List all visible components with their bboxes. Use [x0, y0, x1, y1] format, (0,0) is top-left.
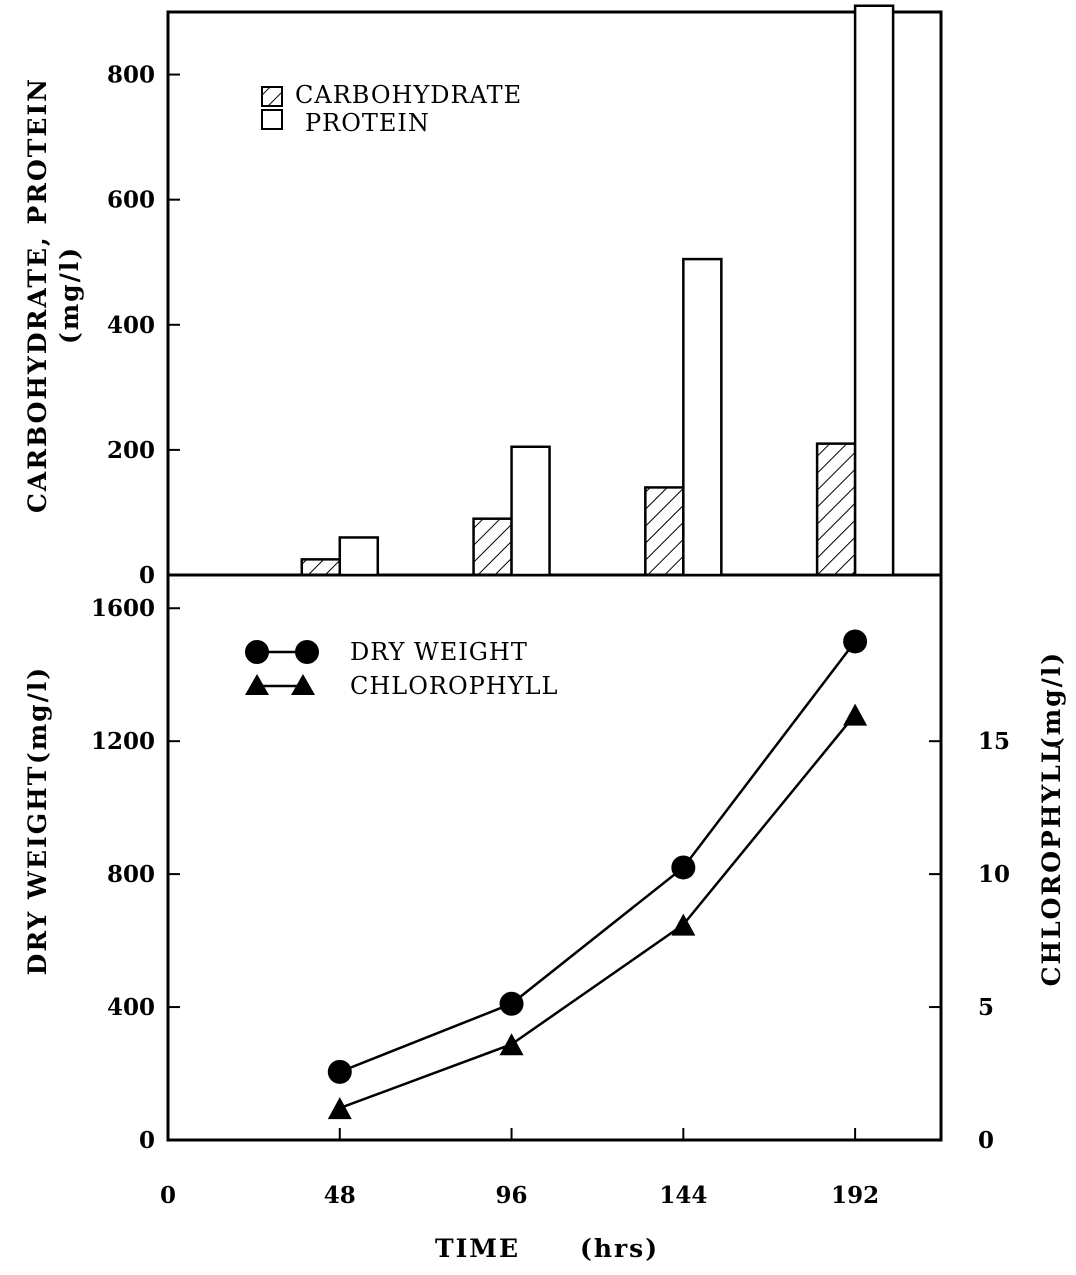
line-chlorophyll	[339, 713, 857, 1110]
legend-chlorophyll-marker-left	[245, 674, 269, 695]
legend-dry-weight-marker-left	[245, 640, 269, 664]
bar-series	[300, 4, 895, 577]
top-y-tick-label: 400	[107, 312, 155, 339]
bar-carbohydrate-144	[644, 486, 685, 577]
left-y-tick-label: 400	[107, 994, 155, 1021]
legend-dry-weight-marker-right	[295, 640, 319, 664]
x-tick-label: 48	[324, 1182, 356, 1209]
legend-carbohydrate-label: CARBOHYDRATE	[295, 81, 522, 109]
right-y-axis-unit: (mg/l)	[1037, 651, 1066, 749]
left-y-tick-label: 0	[139, 1127, 155, 1154]
bar-protein-192	[853, 4, 895, 577]
point-chlorophyll-96	[499, 1033, 524, 1056]
line-series	[327, 629, 868, 1120]
left-y-tick-label: 800	[107, 861, 155, 888]
top-y-tick-label: 200	[107, 437, 155, 464]
top-y-axis-unit: (mg/l)	[55, 246, 84, 344]
point-chlorophyll-48	[327, 1097, 352, 1120]
point-dry-weight-48	[327, 1059, 352, 1084]
right-y-axis-title: CHLOROPHYLL	[1037, 744, 1066, 987]
point-dry-weight-192	[843, 629, 868, 654]
line-dry-weight	[339, 640, 857, 1074]
legend-protein-swatch	[261, 109, 283, 130]
x-axis-title: TIME	[435, 1234, 520, 1263]
right-y-tick-label: 10	[978, 861, 1010, 888]
bottom-line-chart: 0 400 800 1200 1600 0 5 10 15 0 48 96 144 192 DRY WEI…	[23, 595, 1066, 1263]
top-y-tick-label: 0	[139, 562, 155, 589]
left-y-tick-label: 1200	[91, 728, 155, 755]
left-y-axis-title: DRY WEIGHT	[23, 765, 52, 976]
right-y-tick-label: 15	[978, 728, 1010, 755]
top-y-tick-label: 800	[107, 62, 155, 89]
bar-protein-144	[682, 257, 723, 577]
x-tick-label: 0	[160, 1182, 176, 1209]
top-y-axis-title: CARBOHYDRATE, PROTEIN	[23, 77, 52, 513]
x-tick-label: 144	[659, 1182, 707, 1209]
top-plot-frame	[166, 10, 943, 577]
right-y-tick-label: 5	[978, 994, 994, 1021]
bar-carbohydrate-192	[815, 442, 857, 577]
x-tick-label: 192	[831, 1182, 879, 1209]
point-dry-weight-144	[671, 855, 696, 880]
point-chlorophyll-144	[671, 913, 696, 936]
right-y-tick-label: 0	[978, 1127, 994, 1154]
legend-carbohydrate-swatch	[261, 86, 283, 107]
legend-chlorophyll-label: CHLOROPHYLL	[350, 672, 558, 700]
bottom-plot-frame	[166, 575, 943, 1142]
bar-protein-48	[338, 536, 380, 577]
top-y-tick-label: 600	[107, 187, 155, 214]
bar-protein-96	[510, 445, 551, 577]
legend-dry-weight-label: DRY WEIGHT	[350, 638, 528, 666]
x-tick-label: 96	[496, 1182, 528, 1209]
point-dry-weight-96	[499, 991, 524, 1016]
x-axis-unit: (hrs)	[580, 1234, 659, 1263]
bottom-axis-ticks: 0 400 800 1200 1600 0 5 10 15 0 48 96 144 192	[91, 595, 1010, 1209]
top-bar-chart: 0 200 400 600 800 CARBOHYDRATE PROTEIN CARBO…	[23, 4, 895, 589]
legend-chlorophyll-marker-right	[291, 674, 315, 695]
left-y-axis-unit: (mg/l)	[23, 666, 52, 764]
legend-protein-label: PROTEIN	[305, 109, 430, 137]
point-chlorophyll-192	[843, 703, 868, 726]
bar-carbohydrate-48	[300, 558, 342, 577]
bottom-legend: DRY WEIGHT CHLOROPHYLL	[245, 638, 558, 700]
top-legend: CARBOHYDRATE PROTEIN	[261, 81, 522, 137]
bar-carbohydrate-96	[472, 517, 513, 577]
left-y-tick-label: 1600	[91, 595, 155, 622]
top-y-ticks: 0 200 400 600 800	[107, 62, 180, 589]
